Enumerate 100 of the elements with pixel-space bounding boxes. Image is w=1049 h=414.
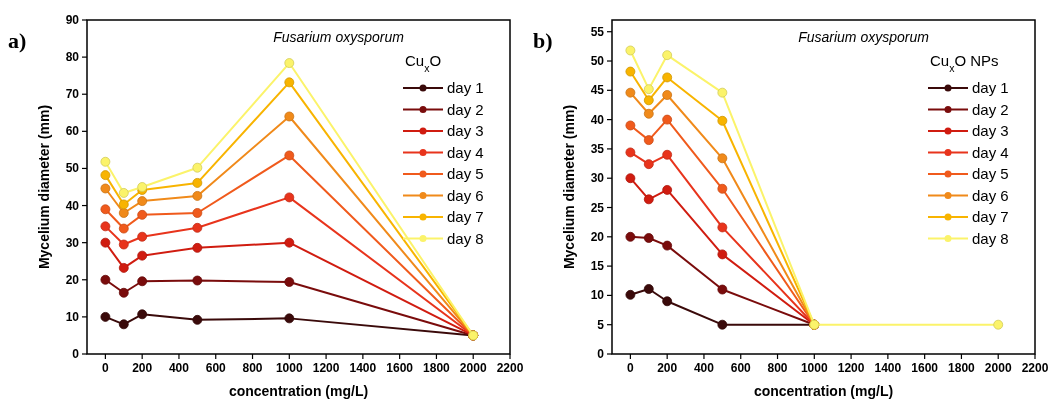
y-tick-label: 10 — [590, 288, 605, 303]
x-tick-label: 2200 — [496, 361, 524, 375]
point — [643, 135, 654, 146]
x-tick-label: 1400 — [874, 361, 902, 375]
point — [625, 45, 636, 56]
point — [717, 115, 728, 126]
y-tick-label: 5 — [597, 317, 605, 332]
point — [100, 221, 111, 232]
legend-label: day 7 — [972, 208, 1009, 225]
point — [717, 222, 728, 233]
point — [284, 111, 295, 122]
y-tick-label: 35 — [590, 141, 605, 156]
point — [137, 309, 148, 320]
x-tick-label: 400 — [693, 361, 715, 375]
point — [118, 199, 129, 210]
legend-label: day 1 — [447, 79, 484, 96]
y-tick-label: 55 — [590, 24, 605, 39]
point — [192, 191, 203, 201]
point — [100, 311, 111, 322]
x-tick-label: 400 — [168, 361, 190, 375]
y-tick-label: 80 — [65, 50, 80, 65]
point — [118, 263, 129, 273]
point — [625, 289, 636, 300]
x-axis-title: concentration (mg/L) — [753, 383, 894, 399]
point — [100, 274, 111, 285]
y-tick-label: 60 — [65, 124, 80, 139]
point — [118, 223, 129, 234]
point — [717, 183, 728, 194]
x-tick-label: 1800 — [423, 361, 451, 375]
legend-label: day 8 — [972, 229, 1009, 247]
point — [643, 233, 654, 243]
y-tick-label: 40 — [590, 112, 605, 127]
point — [118, 188, 129, 198]
point — [192, 162, 203, 173]
point — [100, 170, 111, 181]
point — [284, 192, 295, 203]
y-tick-label: 90 — [65, 13, 80, 27]
point — [717, 249, 728, 260]
y-tick-label: 45 — [590, 83, 605, 98]
point — [662, 149, 673, 160]
point — [137, 276, 148, 287]
legend-label: day 3 — [447, 122, 484, 139]
text: Fusarium oxysporum — [798, 29, 930, 45]
x-tick-label: 0 — [102, 361, 110, 375]
text: Fusarium oxysporum — [273, 29, 405, 45]
point — [717, 319, 728, 330]
x-tick-label: 2200 — [1021, 361, 1049, 375]
point — [662, 185, 673, 195]
text: b) — [533, 28, 553, 53]
x-tick-label: 600 — [730, 361, 752, 375]
point — [625, 120, 636, 131]
x-tick-label: 1000 — [275, 361, 303, 375]
point — [625, 231, 636, 242]
y-tick-label: 20 — [590, 229, 605, 244]
y-tick-label: 20 — [65, 272, 80, 287]
point — [284, 237, 295, 248]
legend-label: day 7 — [447, 208, 484, 225]
point — [192, 222, 203, 233]
point — [717, 87, 728, 98]
point — [192, 242, 203, 253]
point — [100, 204, 111, 215]
x-tick-label: 1600 — [386, 361, 414, 375]
point — [192, 314, 203, 325]
x-tick-label: 200 — [132, 361, 153, 375]
point — [662, 90, 673, 100]
legend-label: day 6 — [447, 186, 484, 204]
x-tick-label: 1400 — [349, 361, 377, 375]
point — [192, 178, 203, 188]
x-tick-label: 1600 — [911, 361, 939, 375]
x-tick-label: 1200 — [312, 361, 340, 375]
x-tick-label: 1000 — [800, 361, 828, 375]
point — [284, 77, 295, 88]
x-tick-label: 2000 — [984, 361, 1012, 375]
point — [662, 50, 673, 61]
point — [625, 87, 636, 98]
point — [625, 173, 636, 184]
point — [643, 84, 654, 95]
x-axis-title: concentration (mg/L) — [228, 383, 369, 399]
point — [643, 95, 654, 106]
x-tick-label: 800 — [767, 361, 788, 375]
point — [284, 277, 295, 287]
point — [137, 250, 148, 261]
point — [643, 284, 654, 294]
point — [643, 108, 654, 119]
y-tick-label: 10 — [65, 309, 80, 324]
y-axis-title: Mycelium diameter (mm) — [36, 104, 52, 270]
point — [625, 147, 636, 158]
point — [717, 284, 728, 295]
point — [137, 231, 148, 242]
point — [137, 196, 148, 206]
y-tick-label: 70 — [65, 87, 80, 102]
legend-label: day 2 — [972, 100, 1009, 118]
y-tick-label: 15 — [590, 259, 605, 274]
y-tick-label: 25 — [590, 200, 605, 215]
legend-label: day 5 — [447, 165, 484, 182]
point — [284, 58, 295, 68]
point — [192, 275, 203, 286]
legend-label: day 4 — [447, 143, 484, 161]
legend-label: day 4 — [972, 143, 1009, 161]
point — [625, 66, 636, 77]
